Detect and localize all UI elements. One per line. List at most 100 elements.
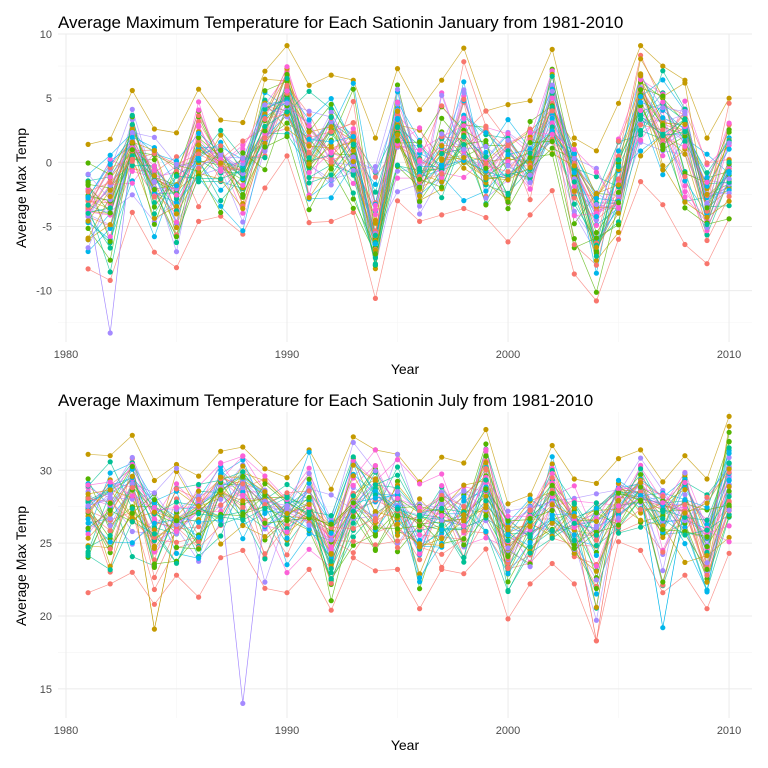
station-data-point	[129, 569, 135, 575]
station-data-point	[350, 525, 356, 532]
station-data-point	[173, 183, 180, 189]
station-data-point	[129, 480, 135, 487]
station-data-point	[660, 63, 666, 69]
station-data-point	[350, 209, 356, 215]
station-data-point	[196, 130, 202, 136]
station-data-point	[394, 82, 401, 88]
station-data-point	[505, 199, 511, 205]
station-data-point	[196, 142, 202, 148]
station-data-point	[615, 182, 622, 188]
station-data-point	[350, 473, 356, 479]
station-data-point	[284, 88, 290, 94]
station-data-point	[173, 550, 180, 557]
station-data-point	[129, 554, 135, 560]
station-data-point	[439, 522, 445, 528]
station-data-point	[417, 125, 423, 131]
station-data-point	[328, 166, 334, 172]
station-data-point	[726, 95, 732, 101]
station-data-point	[660, 142, 666, 148]
station-data-point	[483, 138, 489, 144]
station-data-point	[284, 495, 290, 501]
station-data-point	[196, 122, 202, 128]
station-data-point	[439, 103, 445, 109]
station-data-point	[306, 508, 312, 514]
station-data-point	[593, 591, 600, 597]
station-data-point	[439, 157, 445, 163]
july-y-axis-label: Average Max Temp	[13, 506, 29, 626]
station-data-point	[593, 235, 600, 241]
station-data-point	[284, 518, 290, 524]
station-data-point	[527, 165, 533, 171]
station-data-point	[306, 174, 312, 181]
station-data-point	[262, 481, 268, 487]
station-data-point	[615, 490, 622, 496]
station-data-point	[328, 72, 334, 78]
station-data-point	[394, 549, 401, 555]
station-data-point	[660, 516, 666, 522]
station-data-point	[350, 520, 356, 526]
station-data-point	[615, 189, 622, 195]
station-data-point	[615, 200, 622, 206]
station-data-point	[240, 504, 246, 510]
january-x-tick-label: 2010	[717, 349, 741, 361]
station-data-point	[129, 106, 135, 112]
station-data-point	[284, 126, 290, 132]
station-data-point	[638, 517, 644, 523]
station-data-point	[85, 235, 91, 241]
station-data-point	[593, 253, 600, 259]
station-data-point	[483, 441, 489, 447]
station-data-point	[660, 500, 666, 506]
station-data-point	[394, 132, 401, 138]
january-chart-title: Average Maximum Temperature for Each Sat…	[58, 13, 623, 32]
station-data-point	[439, 518, 445, 524]
station-data-point	[129, 134, 135, 140]
station-data-point	[726, 454, 732, 461]
station-data-point	[417, 218, 423, 224]
station-data-point	[262, 88, 268, 94]
station-data-point	[571, 135, 577, 141]
station-data-point	[593, 537, 600, 543]
station-data-point	[439, 551, 445, 557]
station-data-point	[527, 539, 533, 546]
station-data-point	[107, 515, 113, 521]
station-data-point	[262, 185, 268, 191]
july-x-axis-label: Year	[391, 737, 420, 753]
station-series-line	[87, 79, 730, 244]
station-data-point	[571, 163, 577, 169]
station-data-point	[151, 557, 157, 563]
station-data-point	[483, 154, 489, 160]
station-data-point	[240, 498, 246, 504]
station-data-point	[151, 173, 157, 179]
station-data-point	[505, 191, 511, 198]
station-data-point	[196, 135, 202, 141]
station-data-point	[593, 563, 600, 569]
station-data-point	[726, 466, 732, 472]
station-data-point	[372, 468, 378, 474]
station-data-point	[527, 154, 533, 160]
station-data-point	[549, 68, 555, 74]
station-data-point	[85, 225, 91, 231]
station-data-point	[240, 485, 246, 491]
station-data-point	[306, 155, 312, 161]
station-data-point	[218, 474, 224, 480]
station-data-point	[107, 187, 113, 193]
station-data-point	[505, 158, 511, 164]
station-data-point	[129, 112, 135, 118]
station-data-point	[483, 546, 489, 552]
station-data-point	[129, 493, 135, 499]
july-x-tick-label: 1980	[54, 725, 78, 737]
station-data-point	[240, 150, 246, 156]
station-data-point	[638, 480, 644, 486]
station-data-point	[549, 535, 555, 541]
station-data-point	[85, 245, 91, 251]
station-data-point	[173, 461, 180, 468]
station-data-point	[571, 513, 577, 519]
station-data-point	[593, 244, 600, 250]
station-data-point	[107, 546, 113, 552]
station-data-point	[527, 524, 533, 530]
station-data-point	[173, 265, 180, 271]
station-data-point	[726, 493, 732, 500]
station-data-point	[615, 539, 622, 545]
station-data-point	[726, 483, 732, 490]
station-data-point	[85, 189, 91, 195]
